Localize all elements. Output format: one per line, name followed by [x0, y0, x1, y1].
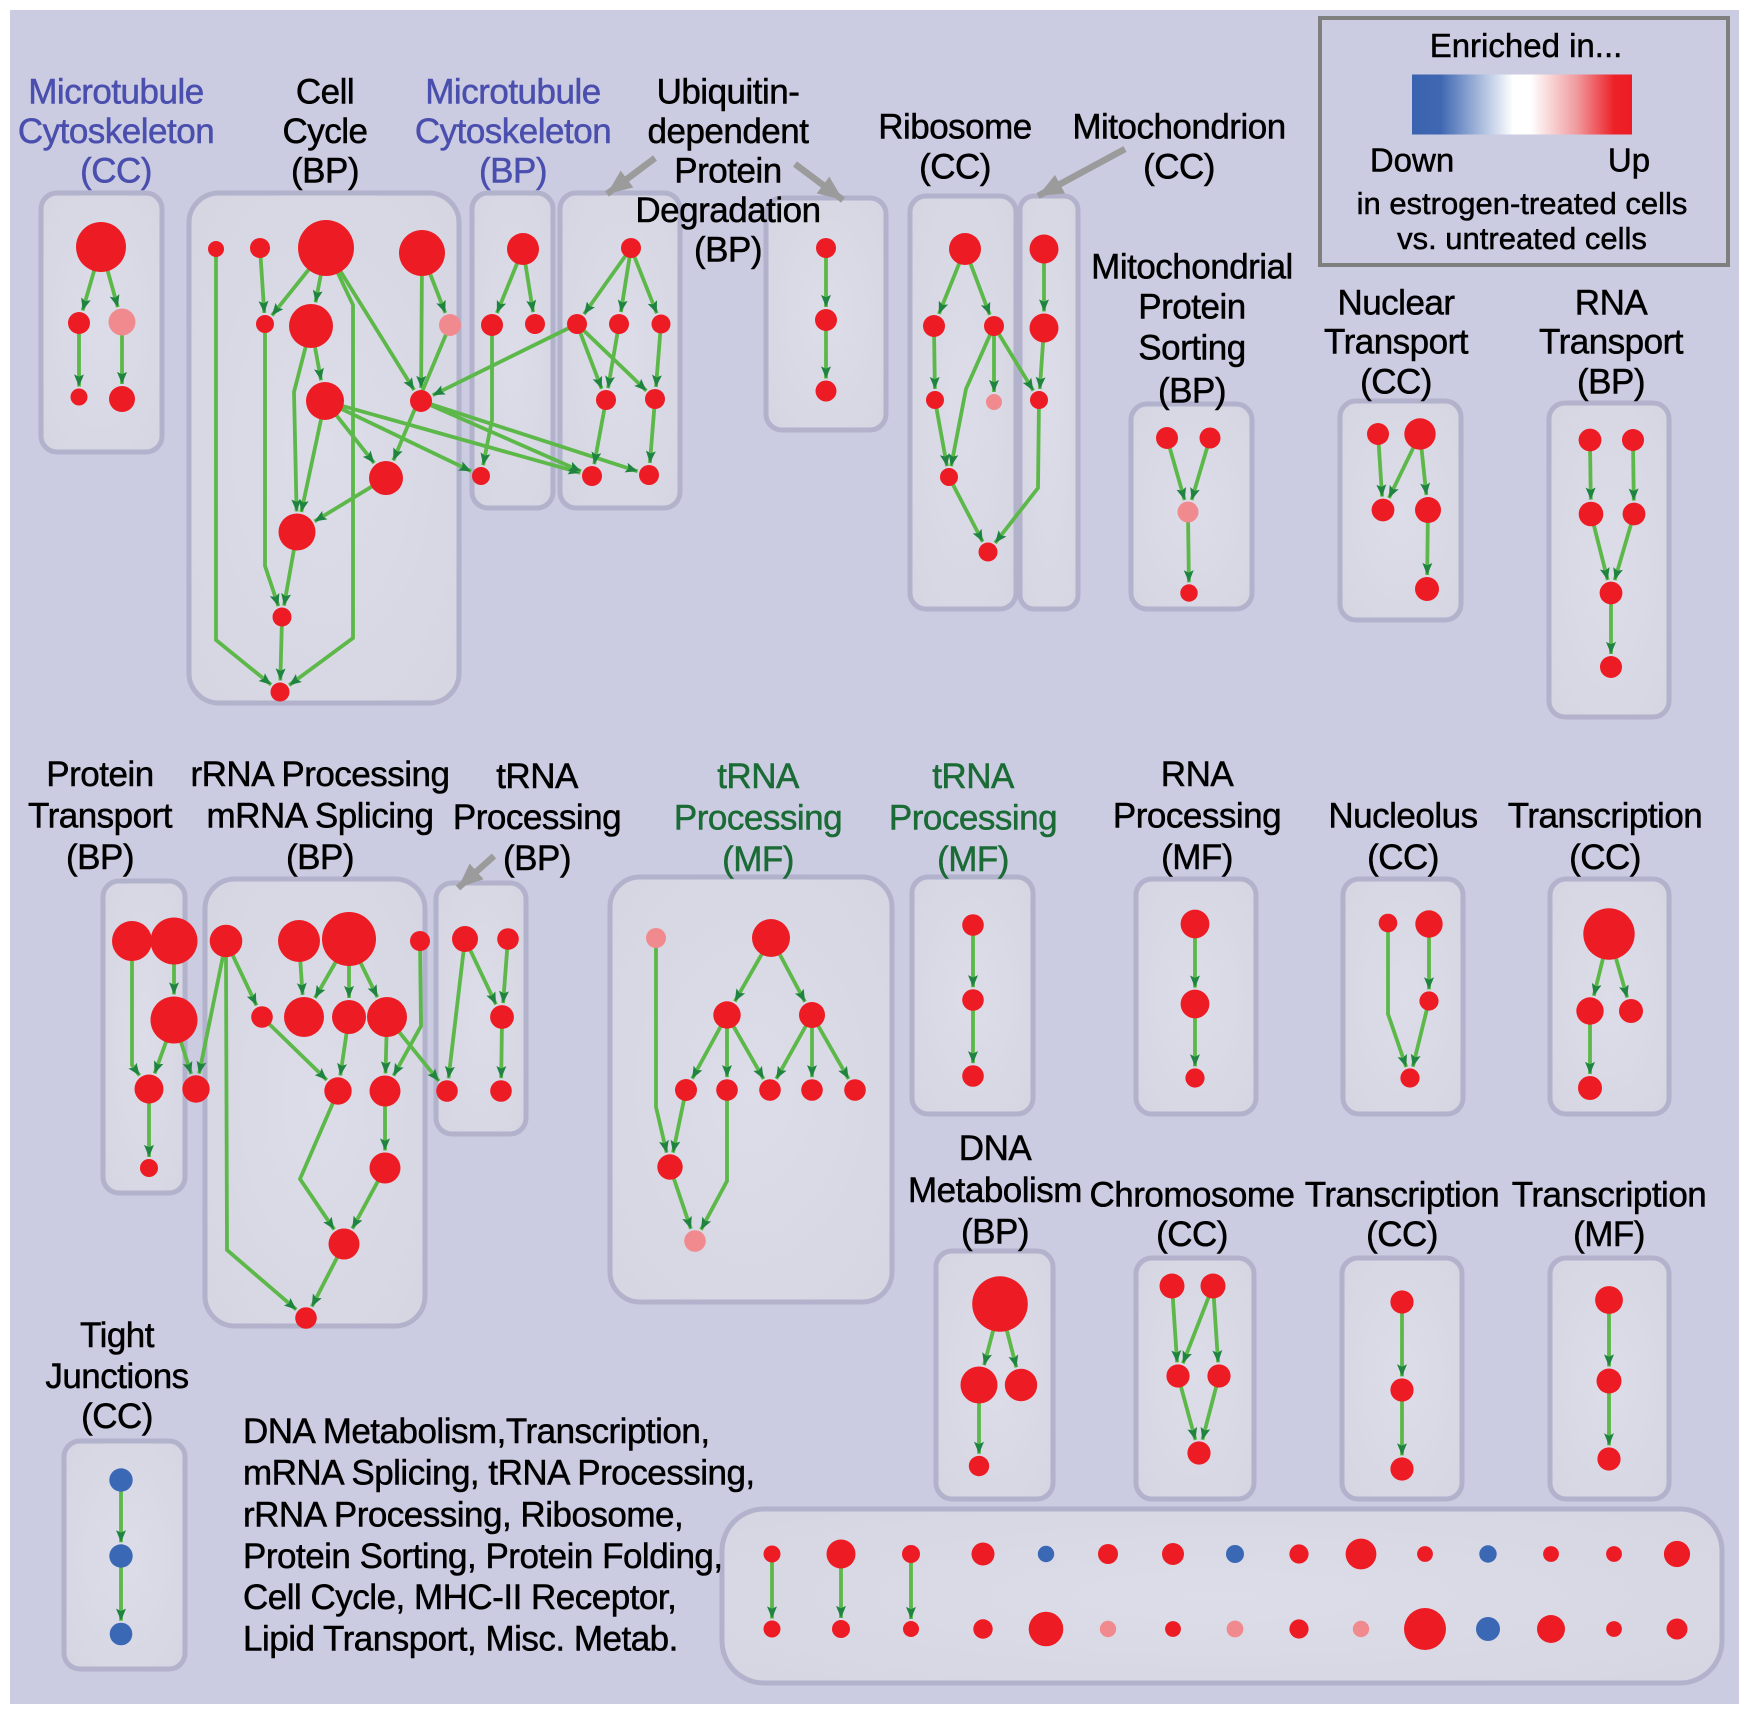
svg-text:DNA Metabolism,Transcription,: DNA Metabolism,Transcription,: [243, 1412, 710, 1451]
svg-text:tRNA: tRNA: [496, 757, 579, 796]
svg-text:(MF): (MF): [937, 840, 1009, 879]
svg-text:(BP): (BP): [961, 1213, 1029, 1252]
svg-text:(BP): (BP): [503, 839, 571, 878]
svg-text:(CC): (CC): [1367, 838, 1439, 877]
svg-text:Transport: Transport: [1324, 323, 1469, 362]
svg-text:Up: Up: [1608, 142, 1650, 179]
svg-text:Transcription: Transcription: [1512, 1176, 1707, 1215]
svg-text:Mitochondrion: Mitochondrion: [1072, 108, 1285, 147]
svg-text:Down: Down: [1370, 142, 1454, 179]
svg-text:in estrogen-treated cells: in estrogen-treated cells: [1357, 186, 1688, 221]
svg-text:Transport: Transport: [1539, 323, 1684, 362]
svg-text:Processing: Processing: [889, 799, 1057, 838]
svg-text:(BP): (BP): [479, 152, 547, 191]
svg-text:Chromosome: Chromosome: [1089, 1176, 1294, 1215]
svg-text:Processing: Processing: [1113, 797, 1281, 836]
svg-text:(MF): (MF): [722, 840, 794, 879]
svg-text:Cytoskeleton: Cytoskeleton: [18, 112, 214, 151]
svg-text:Cell: Cell: [296, 73, 354, 112]
svg-text:tRNA: tRNA: [717, 757, 800, 796]
svg-text:Lipid Transport, Misc. Metab.: Lipid Transport, Misc. Metab.: [243, 1620, 678, 1659]
svg-text:Nucleolus: Nucleolus: [1328, 797, 1477, 836]
svg-text:RNA: RNA: [1575, 284, 1649, 323]
svg-text:Mitochondrial: Mitochondrial: [1091, 248, 1293, 287]
svg-text:Processing: Processing: [453, 798, 621, 837]
svg-text:rRNA Processing, Ribosome,: rRNA Processing, Ribosome,: [243, 1496, 683, 1535]
svg-text:Protein: Protein: [1138, 288, 1245, 327]
svg-text:Enriched in...: Enriched in...: [1430, 27, 1623, 64]
svg-text:Cytoskeleton: Cytoskeleton: [415, 112, 611, 151]
svg-text:Protein: Protein: [674, 152, 781, 191]
svg-text:Nuclear: Nuclear: [1337, 284, 1455, 323]
svg-text:(CC): (CC): [1360, 363, 1432, 402]
svg-text:(MF): (MF): [1161, 838, 1233, 877]
svg-text:(CC): (CC): [1156, 1215, 1228, 1254]
svg-text:Tight: Tight: [80, 1316, 155, 1355]
svg-text:Transcription: Transcription: [1305, 1176, 1500, 1215]
svg-text:Degradation: Degradation: [635, 191, 820, 230]
svg-text:Metabolism: Metabolism: [908, 1171, 1082, 1210]
svg-text:vs. untreated cells: vs. untreated cells: [1397, 221, 1647, 256]
svg-text:Transport: Transport: [28, 797, 173, 836]
svg-text:mRNA Splicing: mRNA Splicing: [207, 797, 434, 836]
svg-text:(CC): (CC): [80, 152, 152, 191]
svg-text:Cell Cycle, MHC-II Receptor,: Cell Cycle, MHC-II Receptor,: [243, 1578, 676, 1617]
svg-text:(CC): (CC): [919, 148, 991, 187]
svg-text:(BP): (BP): [286, 838, 354, 877]
svg-text:dependent: dependent: [648, 112, 810, 151]
svg-text:(CC): (CC): [81, 1397, 153, 1436]
svg-text:tRNA: tRNA: [932, 757, 1015, 796]
svg-text:Protein: Protein: [46, 755, 153, 794]
svg-text:Junctions: Junctions: [45, 1357, 188, 1396]
svg-text:rRNA Processing: rRNA Processing: [191, 755, 450, 794]
svg-text:Microtubule: Microtubule: [425, 73, 600, 112]
svg-text:Sorting: Sorting: [1138, 329, 1245, 368]
svg-text:(BP): (BP): [66, 838, 134, 877]
svg-text:Microtubule: Microtubule: [28, 73, 203, 112]
svg-text:(CC): (CC): [1569, 838, 1641, 877]
svg-text:Processing: Processing: [674, 799, 842, 838]
svg-text:RNA: RNA: [1161, 755, 1235, 794]
svg-text:mRNA Splicing, tRNA Processing: mRNA Splicing, tRNA Processing,: [243, 1454, 755, 1493]
svg-text:(BP): (BP): [1158, 372, 1226, 411]
svg-text:(BP): (BP): [694, 231, 762, 270]
svg-text:Transcription: Transcription: [1508, 797, 1703, 836]
svg-text:(BP): (BP): [1577, 363, 1645, 402]
svg-text:Cycle: Cycle: [282, 112, 367, 151]
svg-text:(BP): (BP): [291, 152, 359, 191]
svg-text:Protein Sorting, Protein Foldi: Protein Sorting, Protein Folding,: [243, 1537, 723, 1576]
svg-text:Ubiquitin-: Ubiquitin-: [657, 73, 800, 112]
svg-text:(CC): (CC): [1366, 1215, 1438, 1254]
svg-text:DNA: DNA: [959, 1129, 1033, 1168]
svg-text:(MF): (MF): [1573, 1215, 1645, 1254]
svg-text:Ribosome: Ribosome: [878, 108, 1032, 147]
svg-text:(CC): (CC): [1143, 148, 1215, 187]
